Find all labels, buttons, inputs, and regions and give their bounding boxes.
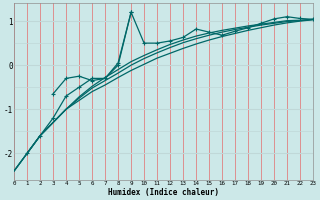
X-axis label: Humidex (Indice chaleur): Humidex (Indice chaleur) [108,188,219,197]
